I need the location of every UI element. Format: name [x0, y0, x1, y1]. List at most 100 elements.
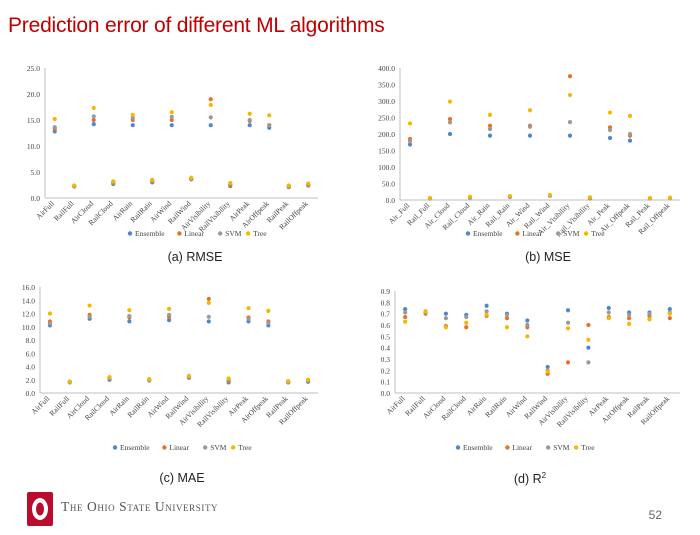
y-tick-label: 0.9 [381, 287, 391, 296]
point-svm [606, 310, 611, 315]
point-svm [504, 312, 510, 317]
point-svm [47, 321, 53, 326]
point-tree [130, 112, 135, 117]
chart-caption-r2: (d) R2 [450, 471, 610, 486]
point-linear [627, 316, 632, 321]
point-tree [186, 373, 192, 378]
point-linear [447, 117, 453, 122]
point-tree [607, 110, 613, 115]
point-tree [545, 369, 550, 374]
point-svm [403, 310, 408, 315]
point-tree [246, 306, 251, 311]
y-tick-label: 0.0 [31, 194, 41, 203]
point-tree [111, 179, 116, 184]
legend-marker [556, 231, 561, 236]
legend-marker [546, 445, 551, 450]
point-svm [567, 120, 573, 125]
point-tree [72, 183, 77, 188]
y-tick-label: 10.0 [22, 323, 35, 332]
legend-marker [162, 445, 167, 450]
point-svm [487, 126, 493, 132]
point-linear [464, 325, 469, 330]
point-tree [403, 319, 408, 324]
legend-marker [573, 445, 579, 450]
point-tree [484, 312, 489, 317]
point-tree [423, 309, 428, 314]
point-linear [487, 123, 493, 128]
mse-chart: 0.0 50.0 100.0 150.0 200.0 250.0 300.0 350.0 400… [378, 64, 680, 239]
point-svm [206, 314, 211, 319]
point-tree [107, 375, 112, 380]
point-svm [565, 320, 571, 325]
point-ensemble [627, 138, 633, 143]
point-linear [403, 314, 408, 320]
point-tree [525, 334, 530, 339]
point-tree [587, 195, 593, 200]
y-tick-label: 0.0 [26, 389, 36, 398]
point-ensemble [169, 123, 174, 128]
y-tick-label: 2.0 [26, 376, 36, 385]
point-svm [166, 312, 172, 317]
point-svm [525, 322, 530, 328]
point-ensemble [527, 133, 533, 138]
y-tick-label: 0.0 [381, 389, 391, 398]
point-tree [169, 110, 174, 115]
point-ensemble [607, 135, 613, 141]
point-svm [247, 117, 252, 123]
point-svm [484, 309, 489, 314]
chart-panel-r2: 0.0 0.1 0.2 0.3 0.4 0.5 0.6 0.7 0.8 0.9 AirFull Rai… [350, 278, 690, 488]
legend-marker [230, 445, 236, 450]
point-tree [189, 175, 194, 180]
y-tick-label: 400.0 [378, 64, 395, 73]
point-ensemble [407, 142, 413, 147]
point-svm [627, 131, 633, 137]
university-name: The Ohio State University [61, 499, 219, 514]
point-tree [266, 308, 271, 313]
point-svm [586, 360, 591, 365]
point-linear [565, 360, 571, 365]
point-linear [169, 117, 174, 123]
point-svm [407, 139, 413, 144]
page-number: 52 [648, 508, 662, 522]
point-linear [208, 97, 213, 102]
legend-marker [177, 231, 182, 236]
point-ensemble [127, 319, 132, 324]
point-tree [47, 311, 53, 316]
point-ensemble [667, 307, 672, 312]
legend-label: Linear [522, 229, 542, 238]
slide-title: Prediction error of different ML algorit… [8, 14, 385, 37]
point-tree [647, 195, 653, 201]
point-linear [586, 322, 591, 328]
y-tick-label: 5.0 [31, 168, 41, 177]
y-tick-label: 8.0 [26, 336, 36, 345]
point-tree [627, 321, 632, 326]
point-linear [91, 117, 96, 123]
y-tick-label: 6.0 [26, 349, 36, 358]
point-tree [127, 308, 132, 313]
point-tree [467, 194, 473, 199]
y-tick-label: 0.5 [381, 332, 391, 341]
point-tree [487, 112, 493, 117]
legend-marker [127, 231, 133, 236]
x-tick-label: RailRain [483, 394, 508, 419]
point-svm [627, 312, 632, 317]
point-tree [504, 325, 510, 330]
chart-caption-r2-sup: 2 [541, 471, 547, 480]
point-svm [208, 115, 213, 120]
y-tick-label: 12.0 [22, 310, 35, 319]
point-ensemble [606, 305, 611, 311]
point-tree [647, 317, 652, 322]
point-tree [407, 121, 413, 126]
legend-label: SVM [563, 229, 580, 238]
legend-marker [203, 445, 208, 450]
r2-chart: 0.00.10.20.30.40.50.60.70.80.9AirFullRai… [381, 287, 680, 452]
legend-label: Ensemble [135, 229, 165, 238]
legend-marker [465, 231, 471, 236]
point-ensemble [91, 122, 96, 127]
point-tree [286, 183, 291, 188]
mae-chart: 0.02.04.06.08.010.012.014.016.0AirFullRa… [22, 283, 318, 452]
point-tree [447, 99, 453, 104]
y-tick-label: 0.3 [381, 355, 391, 364]
point-tree [586, 337, 591, 342]
legend-label: Tree [238, 443, 252, 452]
